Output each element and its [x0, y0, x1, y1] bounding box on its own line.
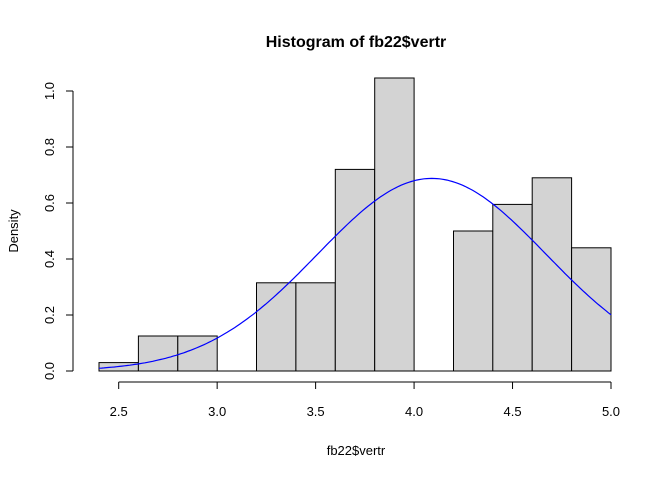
- y-tick-label: 0.8: [42, 138, 57, 156]
- x-axis: 2.5 3.0 3.5 4.0 4.5 5.0: [110, 381, 620, 419]
- chart-title: Histogram of fb22$vertr: [266, 34, 447, 51]
- y-axis-label: Density: [6, 209, 21, 253]
- y-tick-label: 0.2: [42, 306, 57, 324]
- x-tick-label: 4.0: [405, 404, 423, 419]
- histogram-bar: [374, 77, 415, 372]
- x-tick-label: 4.5: [503, 404, 521, 419]
- x-tick-label: 3.0: [208, 404, 226, 419]
- y-tick-label: 1.0: [42, 82, 57, 100]
- y-tick-label: 0.0: [42, 362, 57, 380]
- histogram-bar: [531, 177, 573, 372]
- density-curve-group: [98, 177, 612, 369]
- histogram-bar: [334, 168, 376, 372]
- x-axis-label: fb22$vertr: [327, 443, 386, 458]
- histogram-bar: [453, 230, 494, 372]
- x-tick-label: 5.0: [602, 404, 620, 419]
- y-tick-label: 0.4: [42, 250, 57, 268]
- x-tick-label: 3.5: [307, 404, 325, 419]
- histogram-bars: [98, 77, 612, 372]
- histogram-bar: [256, 282, 297, 372]
- y-axis: 0.0 0.2 0.4 0.6 0.8 1.0: [42, 82, 74, 380]
- density-curve: [98, 177, 612, 369]
- histogram-bar: [492, 203, 533, 372]
- x-tick-label: 2.5: [110, 404, 128, 419]
- y-tick-label: 0.6: [42, 194, 57, 212]
- histogram-bar: [295, 282, 336, 372]
- histogram-bar: [137, 335, 179, 372]
